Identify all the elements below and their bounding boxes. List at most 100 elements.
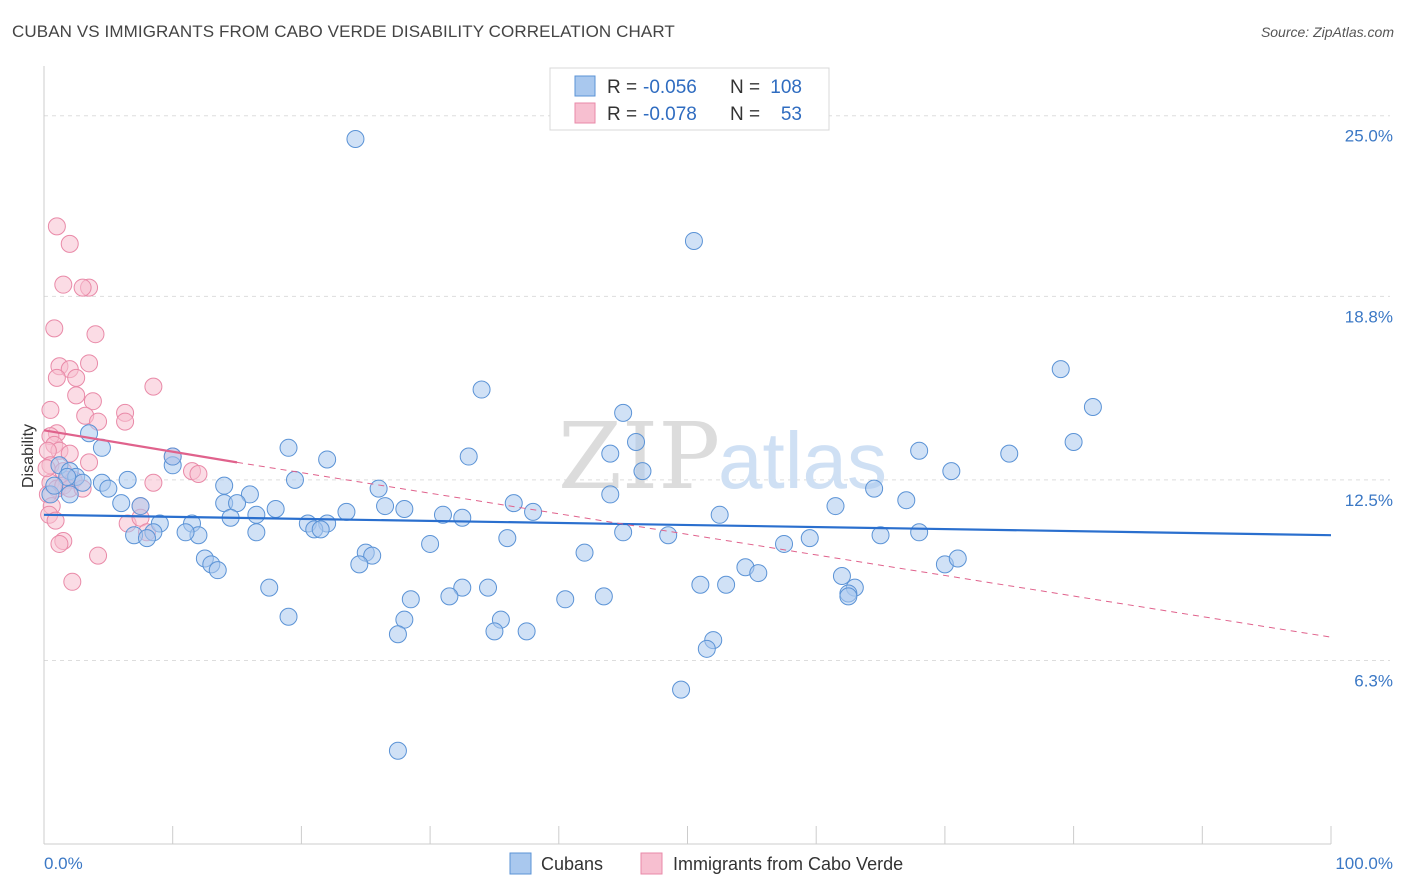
data-point-cubans: [517, 622, 536, 641]
data-point-cubans: [633, 462, 652, 481]
data-point-cubans: [453, 508, 472, 527]
data-point-cubans: [865, 479, 884, 498]
data-point-cubans: [749, 564, 768, 583]
data-point-cubans: [401, 590, 420, 609]
data-point-cubans: [1051, 360, 1070, 379]
data-point-cubans: [710, 505, 729, 524]
data-point-cabo-verde: [80, 453, 99, 472]
legend-box: R = -0.056 N = 108 R = -0.078 N = 53: [549, 67, 830, 131]
legend-n-label: N =: [730, 104, 760, 125]
trend-line-cabo-verde: [43, 429, 238, 464]
data-point-cubans: [556, 590, 575, 609]
data-point-cubans: [311, 520, 330, 539]
legend-n-value: 108: [770, 77, 802, 98]
legend-r-label: R =: [607, 77, 637, 98]
data-point-cubans: [910, 441, 929, 460]
data-point-cubans: [208, 561, 227, 580]
legend-r-value: -0.078: [643, 104, 697, 125]
bottom-legend-cubans: Cubans: [541, 854, 603, 874]
data-point-cubans: [524, 502, 543, 521]
data-point-cubans: [832, 566, 851, 585]
data-point-cubans: [131, 497, 150, 516]
bottom-legend: Cubans Immigrants from Cabo Verde: [509, 852, 903, 875]
data-point-cubans: [479, 578, 498, 597]
data-point-cubans: [112, 494, 131, 513]
data-point-cubans: [118, 470, 137, 489]
watermark-atlas: atlas: [718, 416, 887, 505]
y-axis-label: Disability: [20, 424, 37, 488]
data-point-cubans: [948, 549, 967, 568]
trend-lines: [43, 429, 1332, 638]
data-point-cubans: [350, 555, 369, 574]
data-point-cubans: [594, 587, 613, 606]
data-point-cabo-verde: [189, 465, 208, 484]
data-point-cubans: [504, 494, 523, 513]
legend-n-value: 53: [781, 104, 802, 125]
data-point-cabo-verde: [50, 534, 69, 553]
data-point-cabo-verde: [54, 275, 73, 294]
data-point-cubans: [575, 543, 594, 562]
data-point-cubans: [395, 499, 414, 518]
data-point-cubans: [285, 470, 304, 489]
data-point-cubans: [215, 476, 234, 495]
data-point-cubans: [247, 505, 266, 524]
data-point-cubans: [346, 130, 365, 149]
data-point-cubans: [388, 625, 407, 644]
data-point-cubans: [459, 447, 478, 466]
data-point-cubans: [240, 485, 259, 504]
data-point-cabo-verde: [47, 368, 66, 387]
data-point-cubans: [627, 432, 646, 451]
data-point-cubans: [826, 497, 845, 516]
data-point-cubans: [260, 578, 279, 597]
data-point-cabo-verde: [89, 546, 108, 565]
watermark-zip: ZIP: [558, 403, 720, 510]
data-point-cubans: [897, 491, 916, 510]
data-point-cubans: [601, 444, 620, 463]
data-point-cubans: [45, 476, 64, 495]
x-tick-label: 100.0%: [1335, 854, 1393, 873]
data-point-cubans: [279, 438, 298, 457]
data-point-cubans: [871, 526, 890, 545]
data-point-cubans: [337, 502, 356, 521]
data-point-cubans: [691, 575, 710, 594]
data-point-cabo-verde: [73, 278, 92, 297]
data-point-cubans: [363, 546, 382, 565]
data-point-cubans: [659, 526, 678, 545]
data-point-cubans: [137, 529, 156, 548]
data-point-cubans: [433, 505, 452, 524]
data-point-cubans: [453, 578, 472, 597]
data-point-cubans: [440, 587, 459, 606]
data-point-cabo-verde: [83, 392, 102, 411]
chart-title: CUBAN VS IMMIGRANTS FROM CABO VERDE DISA…: [12, 22, 675, 41]
grid-lines: [44, 115, 1390, 661]
data-point-cubans: [717, 575, 736, 594]
tick-labels: 6.3% 12.5% 18.8% 25.0% 0.0% 100.0%: [44, 127, 1393, 873]
data-point-cabo-verde: [144, 473, 163, 492]
data-point-cubans: [800, 529, 819, 548]
data-point-cubans: [369, 479, 388, 498]
data-point-cabo-verde: [46, 511, 65, 530]
x-tick-label: 0.0%: [44, 854, 83, 873]
data-point-cabo-verde: [45, 319, 64, 338]
y-tick-label: 6.3%: [1354, 671, 1393, 690]
y-tick-label: 25.0%: [1345, 127, 1393, 146]
source-label: Source: ZipAtlas.com: [1260, 24, 1394, 40]
data-point-cubans: [99, 479, 118, 498]
data-point-cabo-verde: [63, 572, 82, 591]
data-point-cubans: [176, 523, 195, 542]
data-point-cubans: [472, 380, 491, 399]
data-point-cubans: [775, 534, 794, 553]
legend-swatch-cubans: [574, 75, 596, 97]
data-point-cubans: [910, 523, 929, 542]
data-point-cubans: [318, 450, 337, 469]
data-point-cabo-verde: [67, 368, 86, 387]
data-point-cubans: [1083, 398, 1102, 417]
series-cubans-points: [41, 130, 1102, 760]
data-point-cubans: [697, 639, 716, 658]
data-point-cubans: [498, 529, 517, 548]
data-point-cubans: [1064, 432, 1083, 451]
data-point-cabo-verde: [86, 325, 105, 344]
data-point-cubans: [614, 403, 633, 422]
data-point-cubans: [388, 741, 407, 760]
